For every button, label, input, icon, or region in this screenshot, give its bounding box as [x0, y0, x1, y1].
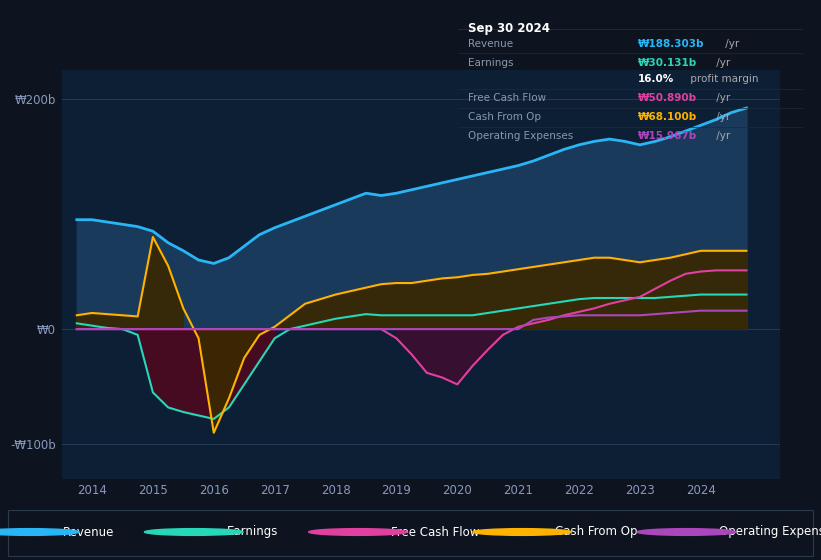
Text: ₩30.131b: ₩30.131b	[637, 58, 697, 68]
Text: /yr: /yr	[713, 131, 731, 141]
Circle shape	[309, 529, 407, 535]
Circle shape	[0, 529, 79, 535]
Text: Sep 30 2024: Sep 30 2024	[469, 22, 550, 35]
Text: Free Cash Flow: Free Cash Flow	[469, 93, 547, 103]
Text: Earnings: Earnings	[469, 58, 514, 68]
Text: Cash From Op: Cash From Op	[555, 525, 637, 539]
Text: 16.0%: 16.0%	[637, 74, 674, 84]
Text: profit margin: profit margin	[687, 74, 759, 84]
Text: Cash From Op: Cash From Op	[469, 113, 542, 123]
Text: /yr: /yr	[722, 39, 739, 49]
Text: /yr: /yr	[713, 113, 731, 123]
Text: Operating Expenses: Operating Expenses	[719, 525, 821, 539]
Text: Earnings: Earnings	[227, 525, 278, 539]
Text: Revenue: Revenue	[62, 525, 114, 539]
Text: Operating Expenses: Operating Expenses	[469, 131, 574, 141]
Text: /yr: /yr	[713, 58, 731, 68]
Text: ₩50.890b: ₩50.890b	[637, 93, 696, 103]
Text: ₩188.303b: ₩188.303b	[637, 39, 704, 49]
Text: Free Cash Flow: Free Cash Flow	[391, 525, 479, 539]
Circle shape	[144, 529, 243, 535]
Circle shape	[473, 529, 571, 535]
Circle shape	[637, 529, 736, 535]
Text: Revenue: Revenue	[469, 39, 514, 49]
Text: ₩15.967b: ₩15.967b	[637, 131, 697, 141]
Text: ₩68.100b: ₩68.100b	[637, 113, 697, 123]
FancyBboxPatch shape	[8, 510, 813, 556]
Text: /yr: /yr	[713, 93, 731, 103]
